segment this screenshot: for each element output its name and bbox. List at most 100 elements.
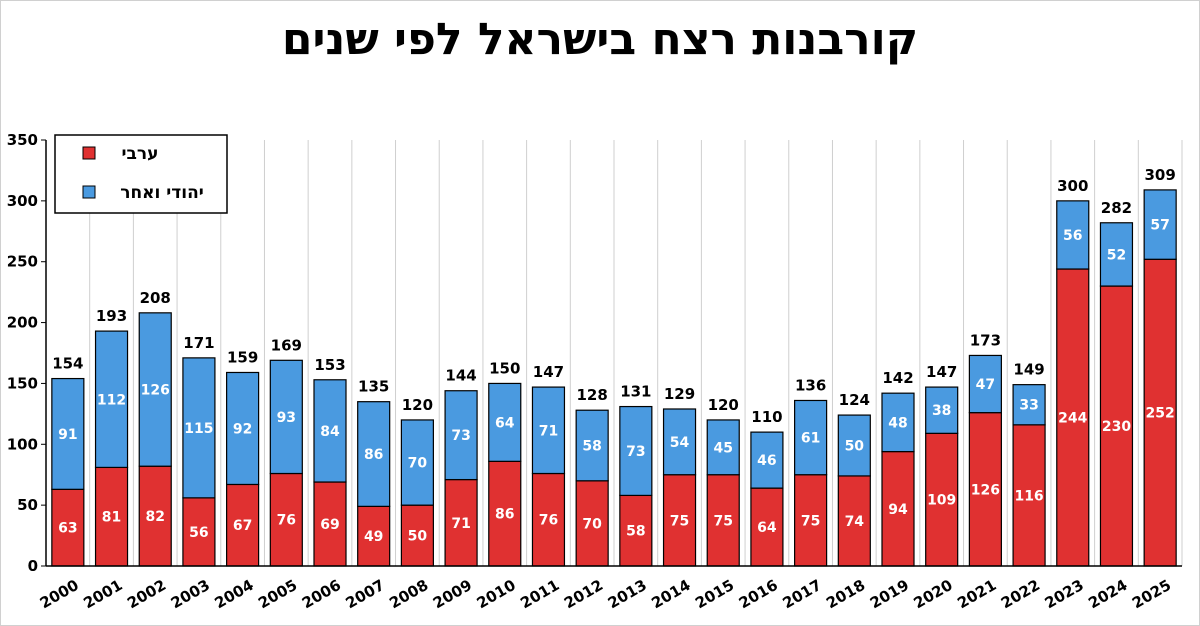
total-label: 159 xyxy=(227,348,258,366)
data-label: 81 xyxy=(102,510,121,526)
total-label: 129 xyxy=(664,385,695,403)
total-label: 171 xyxy=(183,334,214,352)
bar-segment-jewish-other xyxy=(182,357,216,499)
x-tick-label: 2011 xyxy=(517,576,562,612)
data-label: 47 xyxy=(976,377,995,393)
total-label: 110 xyxy=(751,408,782,426)
bar-segment-arab xyxy=(94,466,129,567)
bar-segment-jewish-other xyxy=(1099,222,1134,287)
total-label: 128 xyxy=(576,386,607,404)
data-label: 58 xyxy=(582,439,601,455)
data-label: 76 xyxy=(539,513,558,529)
data-label: 84 xyxy=(320,424,340,440)
total-label: 124 xyxy=(839,391,870,409)
x-tick-label: 2017 xyxy=(779,576,824,612)
bar-segment-jewish-other xyxy=(488,382,522,462)
bar-segment-arab xyxy=(794,474,828,567)
legend-label-arab: ערבי xyxy=(122,144,159,164)
y-tick-label: 200 xyxy=(7,314,38,332)
x-tick-label: 2007 xyxy=(343,576,388,612)
data-label: 73 xyxy=(626,444,645,460)
data-label: 91 xyxy=(58,427,77,443)
x-tick-label: 2003 xyxy=(168,576,213,612)
bar-segment-arab xyxy=(575,480,609,567)
data-label: 48 xyxy=(888,415,907,431)
legend-swatch-jewish-other xyxy=(82,185,96,199)
x-tick-label: 2019 xyxy=(867,576,912,612)
x-tick-label: 2021 xyxy=(954,576,999,612)
data-label: 75 xyxy=(801,513,820,529)
bar-segment-arab xyxy=(531,472,566,567)
data-label: 94 xyxy=(888,502,908,518)
data-label: 86 xyxy=(364,447,383,463)
total-label: 147 xyxy=(533,363,564,381)
bar-segment-jewish-other xyxy=(1143,189,1177,260)
bar-segment-jewish-other xyxy=(444,390,478,481)
data-label: 73 xyxy=(451,428,470,444)
total-label: 193 xyxy=(96,307,127,325)
x-tick-label: 2018 xyxy=(823,576,868,612)
data-label: 54 xyxy=(670,435,690,451)
total-label: 150 xyxy=(489,359,520,377)
data-label: 69 xyxy=(320,517,339,533)
bar-segment-arab xyxy=(968,412,1002,567)
bar-segment-jewish-other xyxy=(706,419,740,476)
bar-segment-arab xyxy=(488,460,522,567)
x-tick-label: 2006 xyxy=(299,576,344,612)
data-label: 64 xyxy=(757,520,777,536)
bar-segment-jewish-other xyxy=(1012,384,1046,426)
bar-segment-arab xyxy=(837,475,871,567)
x-tick-label: 2005 xyxy=(255,576,300,612)
data-label: 52 xyxy=(1107,247,1126,263)
total-label: 309 xyxy=(1144,166,1175,184)
chart-title: קורבנות רצח בישראל לפי שנים xyxy=(281,14,919,65)
data-label: 126 xyxy=(141,383,170,399)
bar-segment-jewish-other xyxy=(51,377,85,490)
x-tick-label: 2012 xyxy=(561,576,606,612)
bar-segment-jewish-other xyxy=(94,330,129,469)
total-label: 169 xyxy=(271,336,302,354)
total-label: 154 xyxy=(52,355,83,373)
total-label: 173 xyxy=(970,331,1001,349)
data-label: 38 xyxy=(932,403,951,419)
legend: ערבי יהודי ואחר xyxy=(54,134,228,214)
total-label: 282 xyxy=(1101,199,1132,217)
bar-segment-jewish-other xyxy=(400,419,434,506)
bar-segment-jewish-other xyxy=(531,386,566,475)
x-tick-label: 2015 xyxy=(692,576,737,612)
x-tick-label: 2013 xyxy=(605,576,650,612)
data-label: 70 xyxy=(582,516,602,532)
y-tick-label: 100 xyxy=(7,435,38,453)
data-label: 93 xyxy=(277,410,296,426)
bar-segment-arab xyxy=(1056,268,1090,567)
bar-segment-arab xyxy=(444,478,478,567)
total-label: 208 xyxy=(140,289,171,307)
y-tick-label: 250 xyxy=(7,253,38,271)
bar-segment-jewish-other xyxy=(925,386,959,434)
data-label: 76 xyxy=(277,513,296,529)
y-tick-label: 50 xyxy=(17,496,38,514)
data-label: 115 xyxy=(184,421,213,437)
bar-segment-jewish-other xyxy=(662,408,697,476)
total-label: 149 xyxy=(1013,361,1044,379)
data-label: 61 xyxy=(801,431,820,447)
data-label: 57 xyxy=(1150,218,1169,234)
x-tick-label: 2010 xyxy=(474,576,519,612)
bar-segment-jewish-other xyxy=(1056,200,1090,270)
data-label: 33 xyxy=(1019,398,1038,414)
x-tick-label: 2016 xyxy=(736,576,781,612)
y-tick-label: 0 xyxy=(28,557,38,575)
bar-segment-jewish-other xyxy=(575,409,609,482)
total-label: 144 xyxy=(445,367,476,385)
total-label: 153 xyxy=(314,356,345,374)
data-label: 126 xyxy=(971,482,1000,498)
data-label: 50 xyxy=(845,439,865,455)
bar-segment-jewish-other xyxy=(968,354,1002,414)
bar-segment-jewish-other xyxy=(357,401,391,507)
data-label: 56 xyxy=(1063,228,1082,244)
x-tick-label: 2014 xyxy=(648,576,693,612)
total-label: 131 xyxy=(620,383,651,401)
data-label: 58 xyxy=(626,524,645,540)
bar-segment-arab xyxy=(51,488,85,567)
data-label: 45 xyxy=(713,440,732,456)
